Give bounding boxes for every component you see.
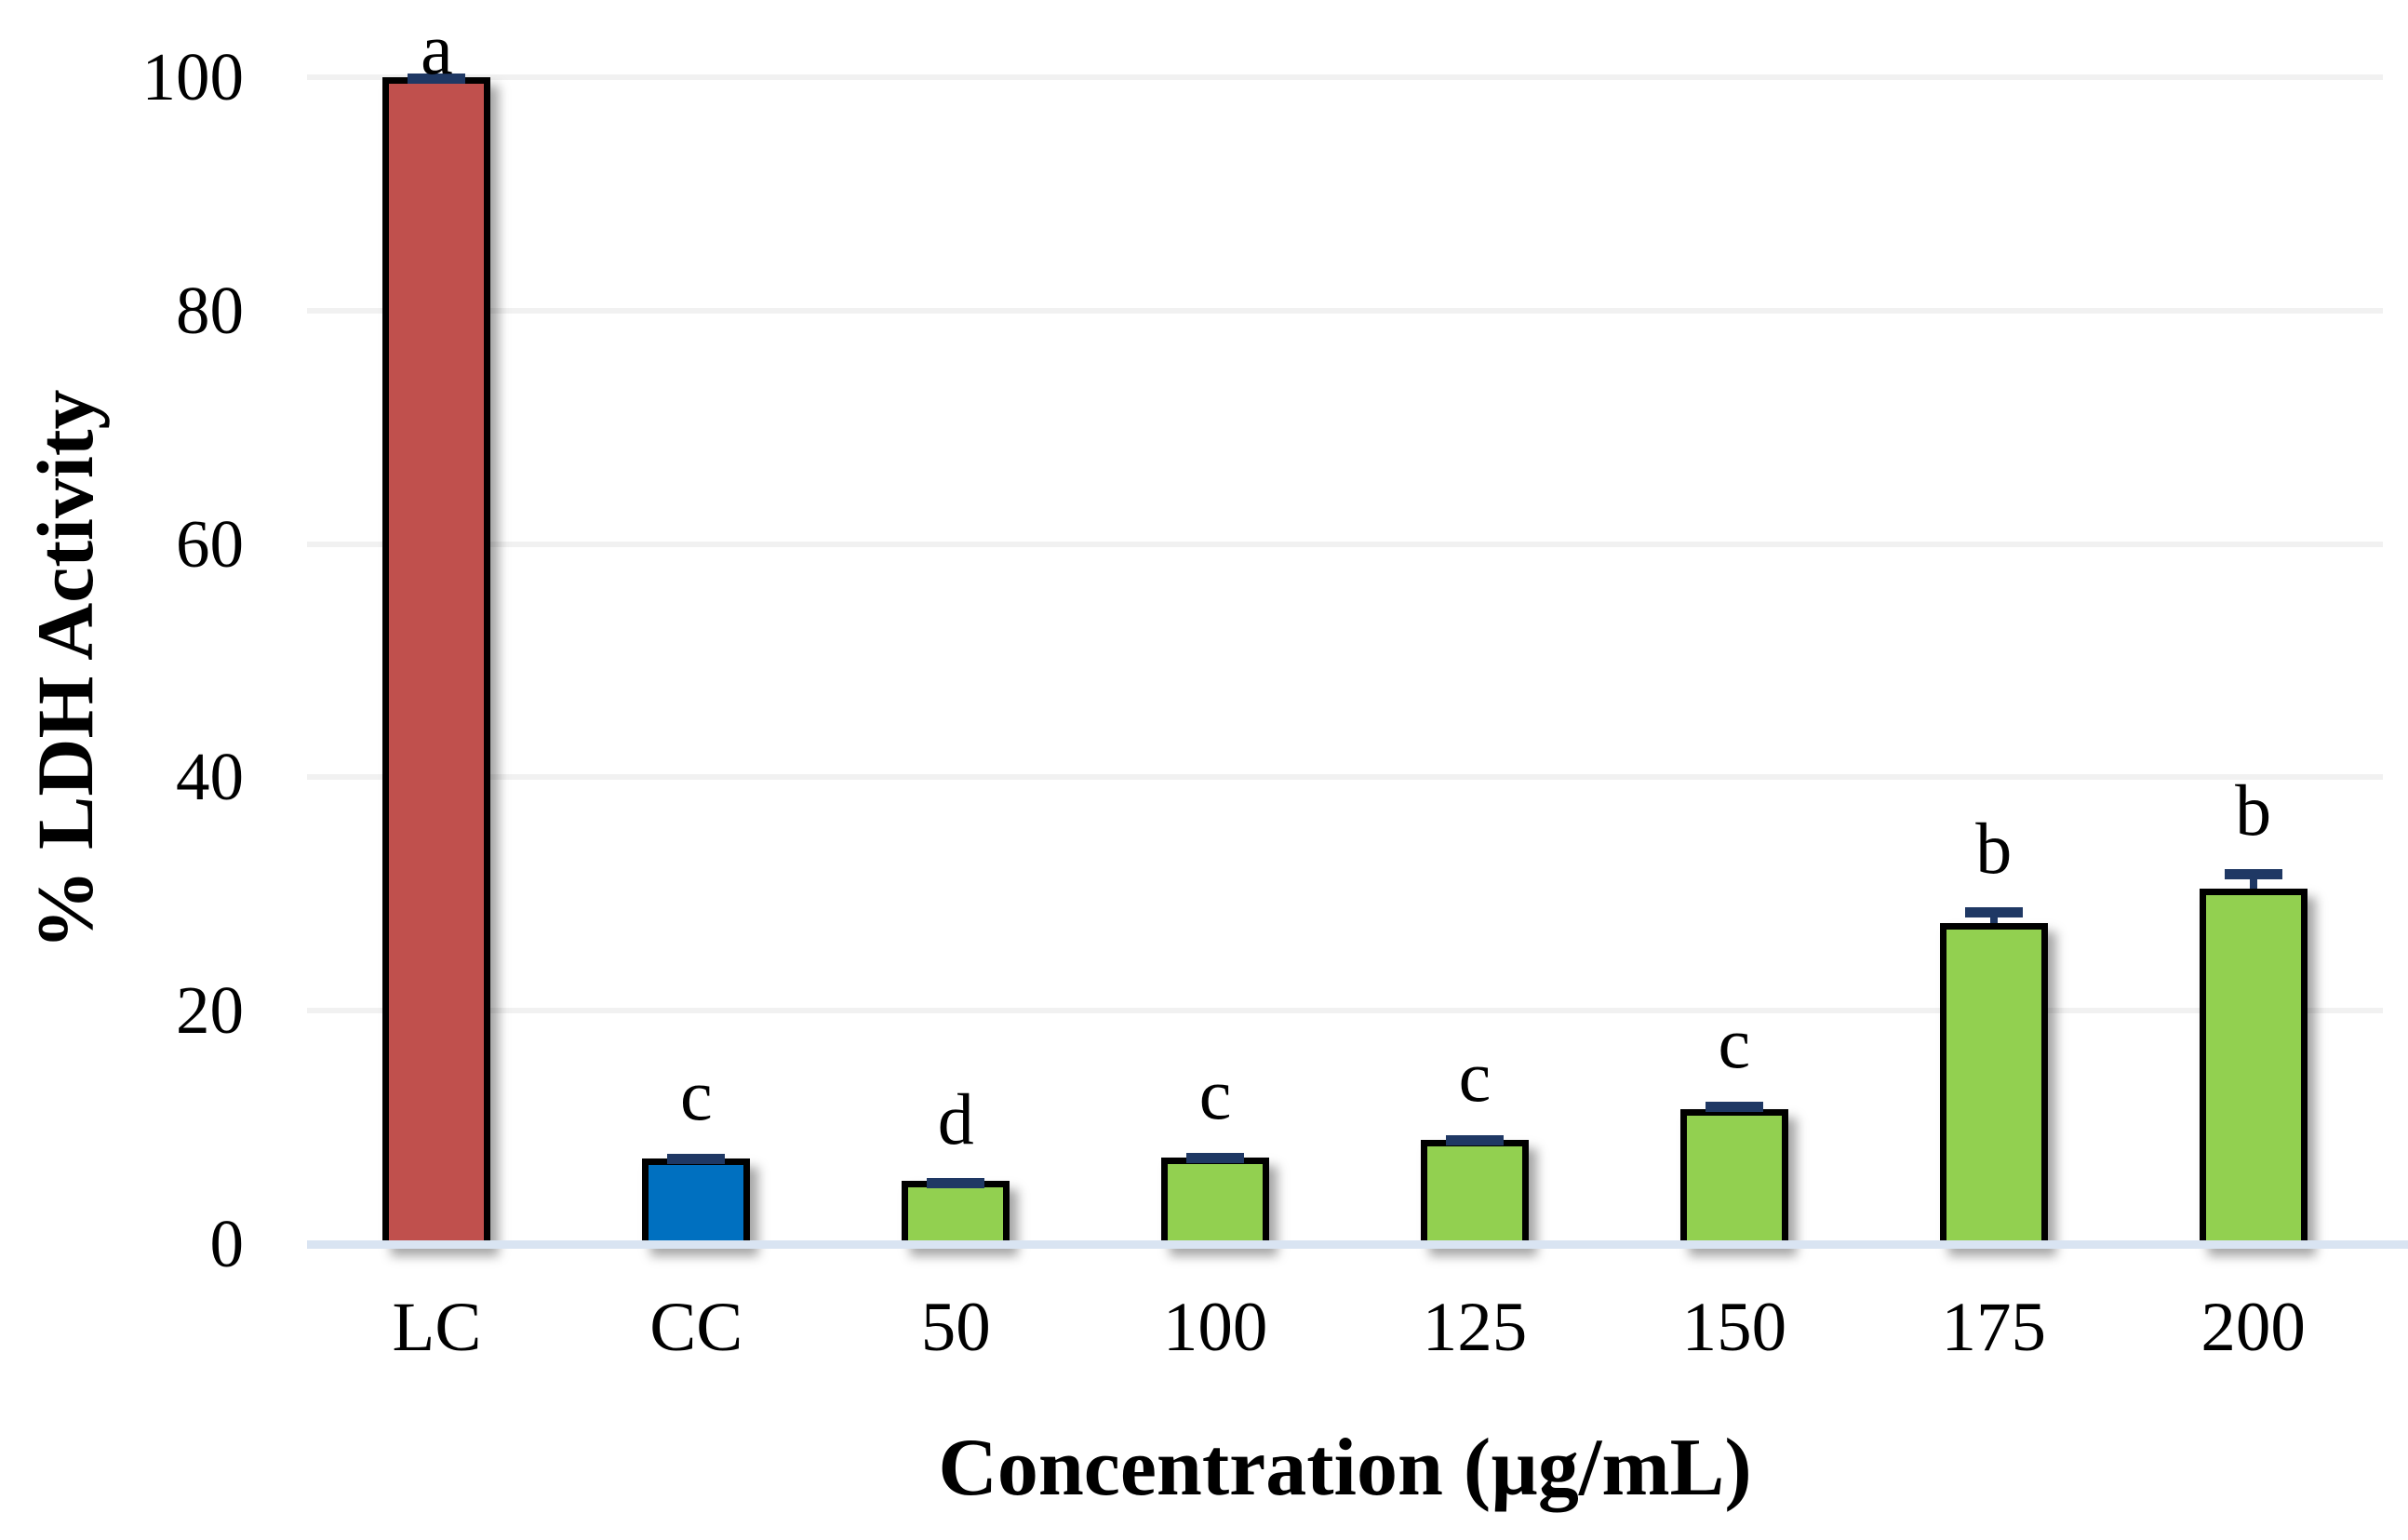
gridline-y20 (307, 1008, 2383, 1014)
bar-CC (642, 1158, 751, 1248)
sig-letter-200: b (2235, 770, 2272, 851)
y-axis-title: % LDH Activity (20, 389, 110, 950)
y-tick-label-40: 40 (176, 739, 244, 815)
y-tick-label-60: 60 (176, 505, 244, 582)
error-bar-cap-LC (408, 74, 466, 85)
error-bar-cap-100 (1186, 1153, 1245, 1164)
error-bar-cap-175 (1964, 906, 2023, 917)
bar-125 (1420, 1140, 1529, 1248)
bar-100 (1161, 1158, 1270, 1248)
sig-letter-125: c (1458, 1036, 1492, 1118)
bar-200 (2199, 888, 2308, 1248)
error-bar-cap-125 (1445, 1135, 1504, 1146)
x-tick-label-50: 50 (920, 1289, 991, 1366)
x-axis-line (307, 1240, 2408, 1249)
error-bar-cap-200 (2224, 869, 2282, 880)
bar-LC (382, 77, 491, 1248)
x-tick-label-CC: CC (649, 1289, 743, 1366)
x-axis-title: Concentration (µg/mL) (938, 1423, 1752, 1513)
y-tick-label-100: 100 (141, 39, 245, 114)
x-tick-label-150: 150 (1681, 1289, 1787, 1366)
gridline-y80 (307, 307, 2383, 314)
sig-letter-175: b (1975, 807, 2013, 889)
x-tick-label-125: 125 (1422, 1289, 1528, 1366)
sig-letter-150: c (1718, 1002, 1751, 1083)
bar-50 (902, 1181, 1010, 1248)
bar-150 (1679, 1108, 1788, 1248)
gridline-y100 (307, 74, 2383, 80)
error-bar-cap-50 (927, 1177, 985, 1188)
y-tick-label-20: 20 (176, 972, 244, 1049)
bar-175 (1939, 923, 2048, 1248)
x-tick-label-100: 100 (1162, 1289, 1268, 1366)
y-tick-label-0: 0 (209, 1206, 245, 1281)
sig-letter-LC: a (421, 8, 453, 89)
error-bar-cap-CC (667, 1154, 726, 1165)
sig-letter-50: d (937, 1078, 974, 1159)
x-tick-label-175: 175 (1941, 1289, 2046, 1366)
x-tick-label-200: 200 (2201, 1289, 2306, 1366)
sig-letter-100: c (1198, 1053, 1232, 1135)
gridline-y40 (307, 774, 2383, 781)
error-bar-cap-150 (1705, 1102, 1763, 1112)
y-tick-label-80: 80 (176, 272, 244, 348)
x-tick-label-LC: LC (392, 1289, 482, 1366)
gridline-y60 (307, 541, 2383, 547)
sig-letter-CC: c (680, 1054, 713, 1136)
